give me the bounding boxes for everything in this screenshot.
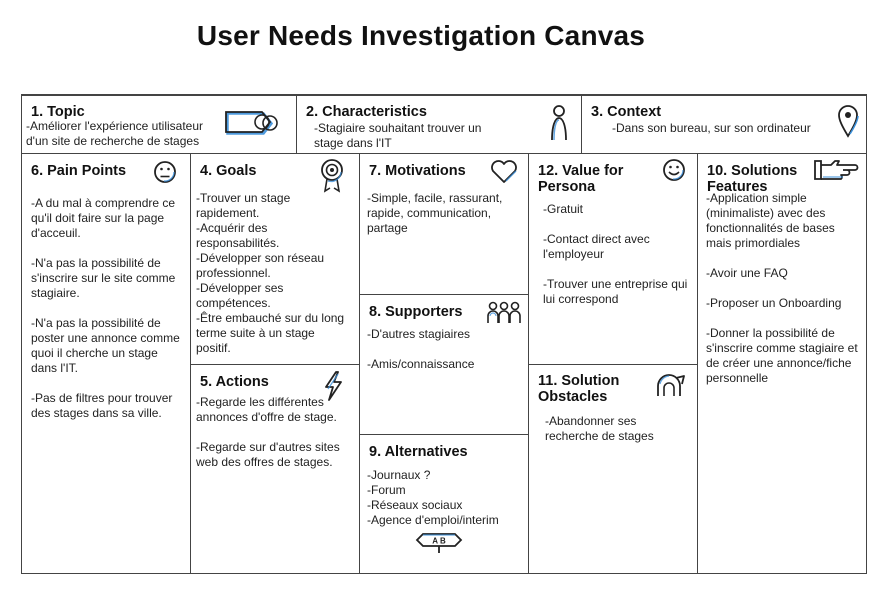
pain-points-heading: 6. Pain Points bbox=[31, 163, 127, 179]
value-item: -Gratuit bbox=[543, 202, 584, 216]
characteristics-cell: 2. Characteristics -Stagiaire souhaitant… bbox=[296, 94, 581, 154]
pain-point-item: -N'a pas la possibilité de s'inscrire su… bbox=[31, 256, 176, 300]
pain-point-item: -N'a pas la possibilité de poster une an… bbox=[31, 316, 180, 375]
pain-point-item: -A du mal à comprendre ce qu'il doit fai… bbox=[31, 196, 176, 240]
divider-goals-actions bbox=[190, 364, 360, 365]
solutions-heading-line1: 10. Solutions bbox=[707, 163, 798, 179]
border-right bbox=[866, 94, 867, 574]
action-item: -Regarde les différentes annonces d'offr… bbox=[196, 395, 337, 424]
goals-heading: 4. Goals bbox=[200, 163, 257, 179]
characteristics-heading: 2. Characteristics bbox=[306, 104, 427, 120]
obstacles-text: -Abandonner ses recherche de stages bbox=[545, 414, 654, 443]
alternative-item: -Forum bbox=[367, 483, 406, 497]
context-text: -Dans son bureau, sur son ordinateur bbox=[612, 121, 811, 135]
value-heading-line1: 12. Value for bbox=[538, 163, 624, 179]
obstacles-heading: 11. Solution Obstacles bbox=[538, 373, 619, 405]
value-heading-line2: Persona bbox=[538, 179, 596, 195]
obstacles-cell: 11. Solution Obstacles -Abandonner ses r… bbox=[528, 364, 697, 574]
divider-col3 bbox=[528, 153, 529, 574]
solutions-list: -Application simple (minimaliste) avec d… bbox=[706, 191, 861, 401]
topic-cell: 1. Topic -Améliorer l'expérience utilisa… bbox=[21, 94, 296, 154]
heart-icon bbox=[490, 160, 518, 184]
solutions-cell: 10. Solutions Features -Application simp… bbox=[697, 154, 867, 574]
topic-text: -Améliorer l'expérience utilisateur d'un… bbox=[26, 119, 204, 148]
border-bottom bbox=[21, 573, 867, 574]
alternative-item: -Réseaux sociaux bbox=[367, 498, 463, 512]
alternatives-list: -Journaux ? -Forum -Réseaux sociaux -Age… bbox=[367, 468, 522, 528]
tag-icon bbox=[224, 108, 286, 136]
actions-list: -Regarde les différentes annonces d'offr… bbox=[196, 395, 351, 485]
goal-item: -Être embauché sur du long terme suite à… bbox=[196, 311, 345, 355]
divider-topic-characteristics bbox=[296, 94, 297, 154]
pointing-hand-icon bbox=[813, 157, 861, 183]
actions-heading: 5. Actions bbox=[200, 374, 269, 390]
alternative-item: -Journaux ? bbox=[367, 468, 431, 482]
supporter-item: -Amis/connaissance bbox=[367, 357, 475, 371]
solutions-heading: 10. Solutions Features bbox=[707, 163, 797, 195]
actions-cell: 5. Actions -Regarde les différentes anno… bbox=[190, 364, 359, 574]
divider-motivations-supporters bbox=[359, 294, 529, 295]
pain-point-item: -Pas de filtres pour trouver des stages … bbox=[31, 391, 173, 420]
motivations-heading: 7. Motivations bbox=[369, 163, 466, 179]
divider-col1 bbox=[190, 153, 191, 574]
alternatives-cell: 9. Alternatives -Journaux ? -Forum -Rése… bbox=[359, 434, 528, 574]
ab-sign-icon: A B bbox=[415, 532, 463, 554]
value-list: -Gratuit -Contact direct avec l'employeu… bbox=[543, 202, 693, 322]
obstacles-heading-line1: 11. Solution bbox=[538, 373, 620, 389]
page-title: User Needs Investigation Canvas bbox=[196, 20, 646, 51]
map-pin-icon bbox=[837, 104, 859, 138]
pain-points-cell: 6. Pain Points -A du mal à comprendre ce… bbox=[21, 154, 190, 574]
divider-row1 bbox=[21, 153, 867, 154]
border-left bbox=[21, 94, 22, 574]
divider-supporters-alternatives bbox=[359, 434, 529, 435]
person-icon bbox=[548, 104, 570, 142]
goal-item: -Développer ses compétences. bbox=[196, 281, 284, 310]
supporters-list: -D'autres stagiaires -Amis/connaissance bbox=[367, 327, 517, 387]
context-heading: 3. Context bbox=[591, 104, 662, 120]
topic-heading: 1. Topic bbox=[31, 104, 85, 120]
border-top bbox=[21, 94, 867, 96]
characteristics-text: -Stagiaire souhaitant trouver un stage d… bbox=[314, 121, 482, 150]
supporters-cell: 8. Supporters -D'autres stagiaires -Amis… bbox=[359, 294, 528, 434]
hurdle-icon bbox=[654, 372, 688, 398]
alternatives-heading: 9. Alternatives bbox=[369, 444, 468, 460]
solutions-heading-line2: Features bbox=[707, 179, 768, 195]
solution-item: -Application simple (minimaliste) avec d… bbox=[706, 191, 835, 250]
target-medal-icon bbox=[319, 158, 345, 194]
value-cell: 12. Value for Persona -Gratuit -Contact … bbox=[528, 154, 697, 364]
goals-list: -Trouver un stage rapidement. -Acquérir … bbox=[196, 191, 346, 356]
value-item: -Trouver une entreprise qui lui correspo… bbox=[543, 277, 688, 306]
divider-col4 bbox=[697, 153, 698, 574]
divider-col2 bbox=[359, 153, 360, 574]
needs-canvas: 1. Topic -Améliorer l'expérience utilisa… bbox=[21, 94, 867, 574]
motivations-text: -Simple, facile, rassurant, rapide, comm… bbox=[367, 191, 503, 235]
value-item: -Contact direct avec l'employeur bbox=[543, 232, 650, 261]
ab-sign-text: A B bbox=[432, 537, 446, 546]
divider-characteristics-context bbox=[581, 94, 582, 154]
value-heading: 12. Value for Persona bbox=[538, 163, 623, 195]
goals-cell: 4. Goals -Trouver un stage rapidement. -… bbox=[190, 154, 359, 364]
motivations-cell: 7. Motivations -Simple, facile, rassuran… bbox=[359, 154, 528, 294]
smile-face-icon bbox=[661, 157, 687, 183]
lightning-icon bbox=[321, 370, 345, 402]
goal-item: -Développer son réseau professionnel. bbox=[196, 251, 325, 280]
solution-item: -Donner la possibilité de s'inscrire com… bbox=[706, 326, 858, 385]
divider-value-obstacles bbox=[528, 364, 698, 365]
goal-item: -Trouver un stage rapidement. bbox=[196, 191, 291, 220]
frown-face-icon bbox=[152, 159, 178, 185]
supporters-heading: 8. Supporters bbox=[369, 304, 463, 320]
action-item: -Regarde sur d'autres sites web des offr… bbox=[196, 440, 340, 469]
goal-item: -Acquérir des responsabilités. bbox=[196, 221, 280, 250]
supporter-item: -D'autres stagiaires bbox=[367, 327, 470, 341]
solution-item: -Avoir une FAQ bbox=[706, 266, 788, 280]
alternative-item: -Agence d'emploi/interim bbox=[367, 513, 499, 527]
group-icon bbox=[486, 301, 522, 325]
context-cell: 3. Context -Dans son bureau, sur son ord… bbox=[581, 94, 867, 154]
pain-points-list: -A du mal à comprendre ce qu'il doit fai… bbox=[31, 196, 181, 436]
obstacles-heading-line2: Obstacles bbox=[538, 389, 608, 405]
solution-item: -Proposer un Onboarding bbox=[706, 296, 842, 310]
